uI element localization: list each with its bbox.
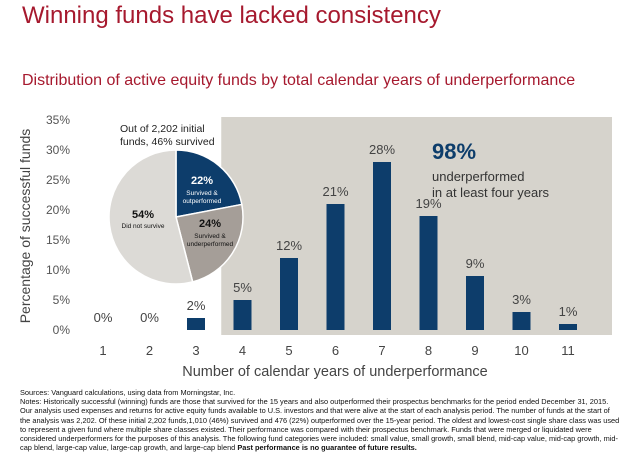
y-tick-label: 30%: [46, 143, 70, 157]
y-tick-label: 5%: [53, 293, 71, 307]
annotation-line2: in at least four years: [432, 185, 550, 200]
bar-value-label: 21%: [322, 184, 348, 199]
bar: [280, 258, 298, 330]
y-tick-label: 35%: [46, 113, 70, 127]
footnotes: Sources: Vanguard calculations, using da…: [20, 388, 620, 452]
bar: [419, 216, 438, 330]
bar-value-label: 0%: [140, 310, 159, 325]
pie-label-outperf-1: Survived &: [186, 190, 218, 197]
bar-value-label: 1%: [559, 304, 578, 319]
x-tick-label: 6: [332, 343, 339, 358]
annotation-line1: underperformed: [432, 169, 525, 184]
pie-slice-underperformed: [175, 203, 244, 283]
x-tick-label: 2: [146, 343, 153, 358]
pie-title-line2: funds, 46% survived: [120, 136, 215, 148]
bar-value-label: 9%: [466, 256, 485, 271]
bar: [559, 324, 577, 330]
pie-pct-nosurvive: 54%: [132, 209, 154, 221]
x-tick-label: 11: [561, 343, 575, 358]
x-tick-label: 3: [192, 343, 199, 358]
x-tick-label: 1: [99, 343, 106, 358]
y-tick-label: 20%: [46, 203, 70, 217]
x-axis-label: Number of calendar years of underperform…: [182, 364, 487, 380]
pie-title-line1: Out of 2,202 initial: [120, 123, 205, 135]
pie-slice-did-not-survive: [108, 149, 194, 285]
x-tick-label: 9: [471, 343, 478, 358]
y-tick-label: 10%: [46, 263, 70, 277]
x-tick-label: 5: [285, 343, 292, 358]
pie-slice-outperformed: [175, 149, 243, 218]
chart-subtitle: Distribution of active equity funds by t…: [22, 72, 576, 89]
pie-label-underperf-1: Survived &: [194, 233, 226, 240]
bar-value-label: 3%: [512, 292, 531, 307]
shaded-region: [221, 117, 612, 335]
bar-value-label: 19%: [415, 196, 441, 211]
bar-value-label: 0%: [94, 310, 113, 325]
bar-value-label: 5%: [233, 280, 252, 295]
y-tick-label: 0%: [53, 323, 71, 337]
bar: [233, 300, 252, 330]
bar-value-label: 28%: [369, 142, 395, 157]
bar: [466, 276, 484, 330]
bar-value-label: 2%: [187, 298, 206, 313]
x-tick-label: 10: [514, 343, 528, 358]
disclaimer-text: Past performance is no guarantee of futu…: [237, 443, 417, 453]
annotation-big: 98%: [432, 139, 476, 164]
y-axis-label: Percentage of successful funds: [17, 129, 33, 324]
pie-pct-underperf: 24%: [199, 218, 221, 230]
notes-text: Notes: Historically successful (winning)…: [20, 397, 620, 453]
pie-pct-outperf: 22%: [191, 175, 213, 187]
bar: [326, 204, 345, 330]
bar-value-label: 12%: [276, 238, 302, 253]
y-tick-label: 25%: [46, 173, 70, 187]
pie-label-underperf-2: underperformed: [187, 241, 234, 248]
bar: [187, 318, 205, 330]
y-tick-label: 15%: [46, 233, 70, 247]
x-tick-label: 7: [378, 343, 385, 358]
sources-text: Sources: Vanguard calculations, using da…: [20, 388, 236, 397]
bar: [373, 162, 391, 330]
bar-chart: 0%5%10%15%20%25%30%35% 0% 0%2%5%12%21%28%…: [17, 113, 612, 380]
page-title: Winning funds have lacked consistency: [22, 2, 441, 29]
x-tick-label: 4: [239, 343, 246, 358]
bar: [512, 312, 531, 330]
x-tick-label: 8: [425, 343, 432, 358]
pie-label-outperf-2: outperformed: [183, 198, 222, 205]
pie-label-nosurvive: Did not survive: [122, 223, 165, 230]
